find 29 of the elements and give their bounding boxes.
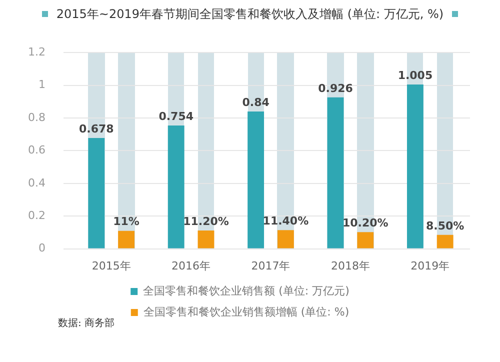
data-label: 0.754	[158, 110, 194, 123]
y-tick-label: 0	[38, 242, 46, 255]
legend-label: 全国零售和餐饮企业销售额增幅 (单位: %)	[143, 305, 350, 318]
y-tick-label: 1	[38, 78, 46, 92]
x-tick-label: 2019年	[410, 259, 450, 272]
data-label: 11%	[113, 215, 140, 228]
x-tick-label: 2017年	[251, 259, 290, 272]
legend-label: 全国零售和餐饮企业销售额 (单位: 万亿元)	[143, 284, 350, 298]
y-tick-label: 0.2	[28, 208, 46, 222]
data-label: 8.50%	[426, 219, 464, 232]
data-label: 0.678	[79, 122, 114, 136]
y-tick-label: 0.6	[28, 144, 46, 157]
y-tick-label: 0.8	[28, 110, 46, 124]
bar	[198, 230, 214, 248]
bar	[277, 230, 294, 248]
chart-title: 2015年~2019年春节期间全国零售和餐饮收入及增幅 (单位: 万亿元, %)	[56, 6, 444, 22]
bar	[118, 230, 135, 248]
data-label: 0.926	[318, 82, 354, 95]
x-tick-label: 2018年	[330, 259, 370, 272]
x-tick-label: 2015年	[92, 259, 131, 272]
data-label: 1.005	[398, 68, 433, 82]
bar	[436, 234, 454, 248]
x-tick-label: 2016年	[172, 259, 211, 272]
bar	[357, 232, 374, 248]
data-label: 0.84	[242, 96, 270, 109]
y-tick-label: 0.4	[28, 176, 46, 190]
data-label: 11.40%	[262, 214, 309, 228]
y-tick-label: 1.2	[28, 45, 46, 58]
text: 数据: 商务部	[58, 316, 115, 330]
